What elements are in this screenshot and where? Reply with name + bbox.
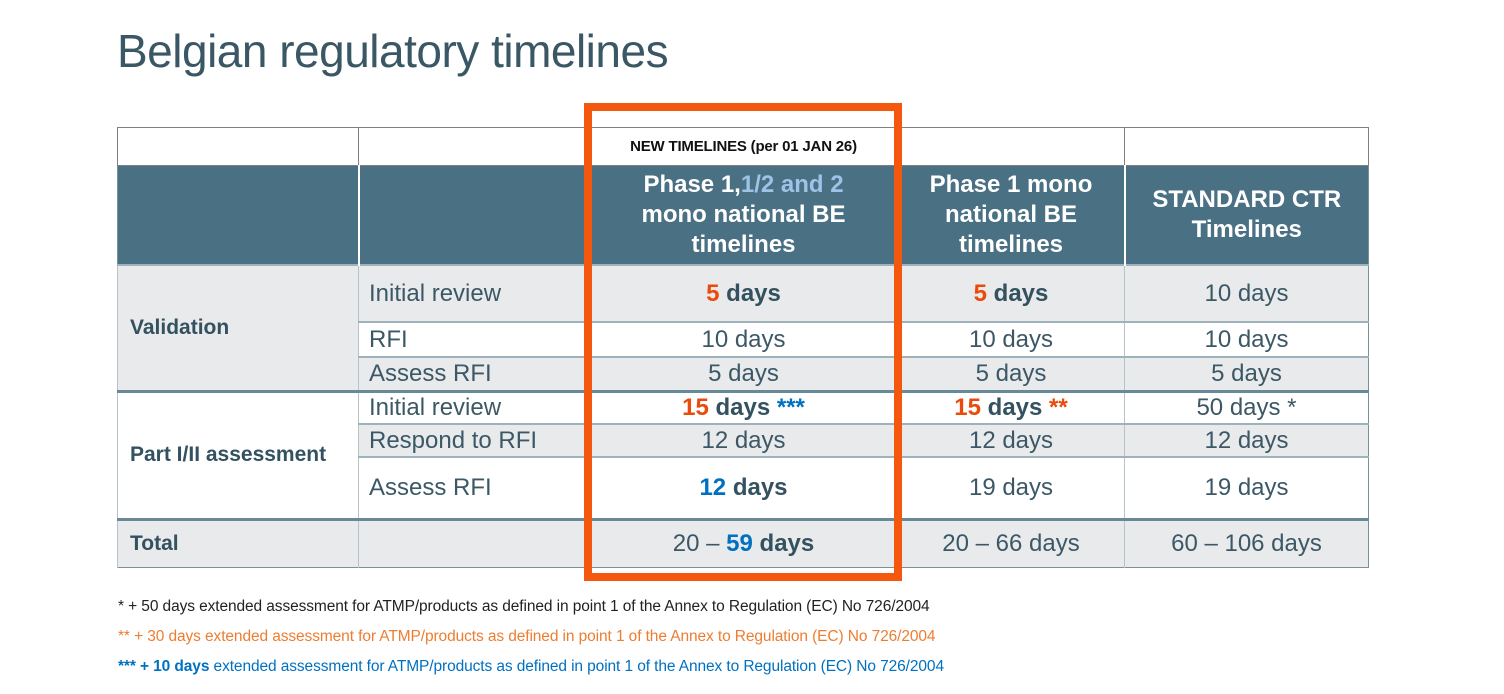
text-run: 60 – 106 days xyxy=(1171,529,1322,557)
total-label: Total xyxy=(117,517,359,567)
text-run: 19 days xyxy=(968,473,1054,501)
total-value-cell: 20 – 66 days xyxy=(897,517,1125,567)
text-run: extended assessment for ATMP/products as… xyxy=(209,658,945,675)
value-cell: 19 days xyxy=(1124,456,1369,519)
text-run: *** xyxy=(776,393,805,421)
value-cell: 12 days xyxy=(1124,423,1369,457)
text-run: 1/2 and 2 xyxy=(740,171,844,198)
row-label: Assess RFI xyxy=(358,356,590,391)
value-cell: 15 days *** xyxy=(589,389,898,424)
column-header-row: Phase 1,1/2 and 2 mono national BE timel… xyxy=(117,165,1369,265)
table-row: Assess RFI 5 days 5 days 5 days xyxy=(118,356,1369,391)
value-cell: 19 days xyxy=(897,456,1125,519)
col-header-standard-ctr: STANDARD CTR Timelines xyxy=(1123,165,1369,265)
footnotes: * + 50 days extended assessment for ATMP… xyxy=(118,598,944,676)
total-empty-cell xyxy=(358,517,590,567)
text-run: 20 – 66 days xyxy=(942,529,1080,557)
table-body: Validation Initial review 5 days 5 days 10 d… xyxy=(117,264,1369,567)
text-run: Phase 1, xyxy=(643,171,741,198)
value-cell: 5 days xyxy=(897,356,1125,391)
footnote: * + 50 days extended assessment for ATMP… xyxy=(118,598,944,616)
group-label: Validation xyxy=(117,264,359,391)
value-cell: 10 days xyxy=(897,321,1125,357)
value-cell: 10 days xyxy=(589,321,898,357)
banner-empty-cell xyxy=(1124,127,1369,166)
text-run: 5 days xyxy=(975,359,1047,387)
text-run: 12 days xyxy=(1204,426,1289,454)
col-header-phase1-mono: Phase 1 mono national BE timelines xyxy=(896,165,1125,265)
text-run: 15 xyxy=(682,393,709,421)
total-value-cell: 60 – 106 days xyxy=(1124,517,1369,567)
text-run: Phase 1 mono national BE timelines xyxy=(929,171,1093,258)
text-run: 10 days xyxy=(1204,279,1289,307)
text-run: 5 xyxy=(706,279,720,307)
timelines-table: NEW TIMELINES (per 01 JAN 26) Phase 1,1/… xyxy=(117,127,1369,568)
new-timelines-banner: NEW TIMELINES (per 01 JAN 26) xyxy=(589,127,898,166)
row-label: Assess RFI xyxy=(358,456,590,519)
text-run: * + 50 days extended assessment for ATMP… xyxy=(118,598,930,615)
text-run: 10 days xyxy=(701,325,786,353)
row-label: Initial review xyxy=(358,264,590,322)
text-run: 5 days xyxy=(1211,359,1282,387)
text-run: 5 xyxy=(973,279,987,307)
banner-row: NEW TIMELINES (per 01 JAN 26) xyxy=(117,127,1369,166)
text-run: days xyxy=(719,279,781,307)
text-run: 10 days xyxy=(968,325,1054,353)
footnote: *** + 10 days extended assessment for AT… xyxy=(118,658,944,676)
text-run: 12 days xyxy=(701,426,786,454)
value-cell: 5 days xyxy=(1124,356,1369,391)
value-cell: 10 days xyxy=(1124,321,1369,357)
value-cell: 15 days ** xyxy=(897,389,1125,424)
value-cell: 5 days xyxy=(589,356,898,391)
text-run: 15 xyxy=(954,393,981,421)
text-run: 5 days xyxy=(708,359,779,387)
text-run: STANDARD CTR Timelines xyxy=(1152,186,1342,243)
col-header-phase1-12-2: Phase 1,1/2 and 2 mono national BE timel… xyxy=(588,165,898,265)
banner-empty-cell xyxy=(897,127,1125,166)
text-run: 19 days xyxy=(1204,473,1289,501)
row-label: RFI xyxy=(358,321,590,357)
row-label: Respond to RFI xyxy=(358,423,590,457)
text-run: ** xyxy=(1049,393,1068,421)
value-cell: 12 days xyxy=(897,423,1125,457)
table-row: Part I/II assessment Initial review 15 day… xyxy=(117,389,1369,519)
header-empty-cell xyxy=(357,165,590,265)
text-run: 50 days * xyxy=(1196,393,1297,421)
table-row: Respond to RFI 12 days 12 days 12 days xyxy=(118,423,1369,457)
table-row: Assess RFI 12 days 19 days 19 days xyxy=(118,456,1369,519)
text-run: *** + 10 days xyxy=(118,658,210,675)
text-run: days xyxy=(752,529,815,557)
total-row: Total 20 – 59 days 20 – 66 days 60 – 106 da… xyxy=(117,517,1369,567)
text-run: 12 xyxy=(699,473,727,501)
row-label: Initial review xyxy=(358,389,590,424)
text-run: days xyxy=(986,279,1049,307)
value-cell: 12 days xyxy=(589,423,898,457)
table-row: Validation Initial review 5 days 5 days 10 d… xyxy=(117,264,1369,391)
text-run: ** + 30 days extended assessment for ATM… xyxy=(118,628,936,645)
banner-empty-cell xyxy=(358,127,590,166)
header-empty-cell xyxy=(117,165,359,265)
value-cell: 12 days xyxy=(589,456,898,519)
text-run: days xyxy=(708,393,777,421)
text-run: 20 – xyxy=(672,529,727,557)
value-cell: 5 days xyxy=(897,264,1125,322)
text-run: mono national BE timelines xyxy=(641,201,846,258)
text-run: 12 days xyxy=(968,426,1054,454)
text-run: 10 days xyxy=(1204,325,1289,353)
table-row: RFI 10 days 10 days 10 days xyxy=(118,321,1369,357)
value-cell: 50 days * xyxy=(1124,389,1369,424)
banner-empty-cell xyxy=(117,127,359,166)
page-title: Belgian regulatory timelines xyxy=(117,25,669,77)
text-run: days xyxy=(726,473,788,501)
group-label: Part I/II assessment xyxy=(117,389,359,519)
text-run: 59 xyxy=(726,529,753,557)
total-value-cell: 20 – 59 days xyxy=(589,517,898,567)
value-cell: 10 days xyxy=(1124,264,1369,322)
value-cell: 5 days xyxy=(589,264,898,322)
text-run: days xyxy=(980,393,1050,421)
footnote: ** + 30 days extended assessment for ATM… xyxy=(118,628,944,646)
